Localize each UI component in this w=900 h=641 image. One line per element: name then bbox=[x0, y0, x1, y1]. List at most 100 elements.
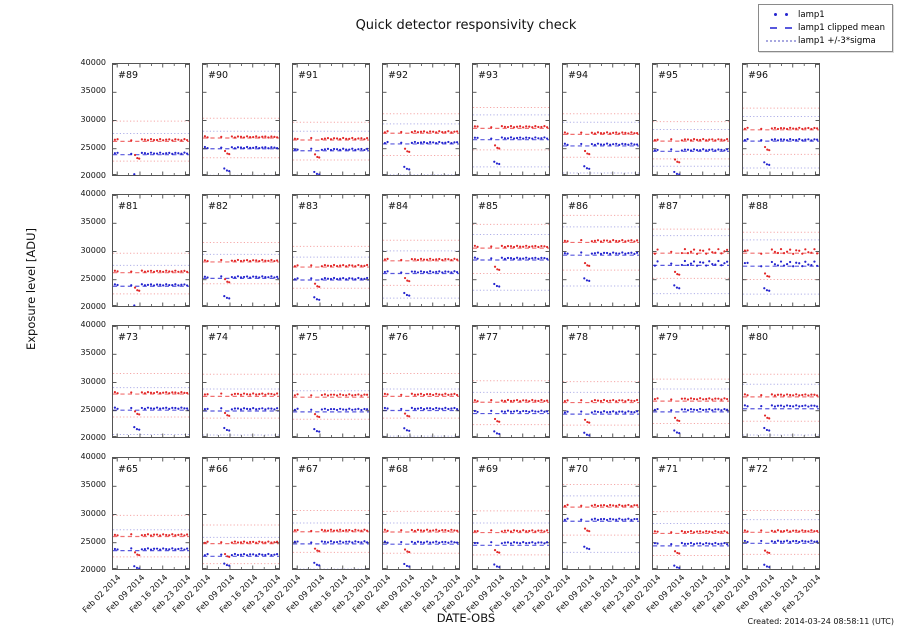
y-tick-label: 30000 bbox=[80, 376, 106, 386]
created-timestamp: Created: 2014-03-24 08:58:11 (UTC) bbox=[747, 617, 894, 626]
y-tick-label: 25000 bbox=[80, 273, 106, 283]
subplot-label: #92 bbox=[388, 70, 408, 81]
subplot-87: #87 bbox=[652, 194, 730, 307]
legend-box: lamp1 lamp1 clipped mean lamp1 +/-3*sigm… bbox=[758, 4, 893, 52]
subplot-canvas: #69 bbox=[473, 458, 549, 569]
subplot-canvas: #78 bbox=[563, 326, 639, 437]
subplot-label: #89 bbox=[118, 70, 138, 81]
subplot-label: #79 bbox=[658, 332, 678, 343]
subplot-label: #85 bbox=[478, 201, 498, 212]
legend-label: lamp1 bbox=[798, 9, 825, 20]
subplot-90: #90 bbox=[202, 63, 280, 176]
subplot-canvas: #73 bbox=[113, 326, 189, 437]
subplot-canvas: #88 bbox=[743, 195, 819, 306]
dotted-line-marker-icon bbox=[764, 39, 798, 42]
subplot-label: #74 bbox=[208, 332, 228, 343]
subplot-label: #96 bbox=[748, 70, 768, 81]
subplot-label: #76 bbox=[388, 332, 408, 343]
subplot-canvas: #91 bbox=[293, 64, 369, 175]
subplot-canvas: #81 bbox=[113, 195, 189, 306]
subplot-label: #67 bbox=[298, 464, 318, 475]
subplot-canvas: #90 bbox=[203, 64, 279, 175]
subplot-label: #70 bbox=[568, 464, 588, 475]
subplot-65: #65 bbox=[112, 457, 190, 570]
subplot-label: #93 bbox=[478, 70, 498, 81]
subplot-70: #70 bbox=[562, 457, 640, 570]
y-tick-label: 20000 bbox=[80, 171, 106, 180]
subplot-canvas: #82 bbox=[203, 195, 279, 306]
subplot-76: #76 bbox=[382, 325, 460, 438]
subplot-93: #93 bbox=[472, 63, 550, 176]
lamp1-dots-marker-icon bbox=[764, 13, 798, 16]
subplot-72: #72 bbox=[742, 457, 820, 570]
subplot-label: #78 bbox=[568, 332, 588, 343]
subplot-canvas: #83 bbox=[293, 195, 369, 306]
subplot-81: #81 bbox=[112, 194, 190, 307]
y-tick-label: 20000 bbox=[80, 302, 106, 311]
subplot-86: #86 bbox=[562, 194, 640, 307]
subplot-label: #69 bbox=[478, 464, 498, 475]
subplot-92: #92 bbox=[382, 63, 460, 176]
y-tick-label: 40000 bbox=[80, 189, 106, 198]
subplot-canvas: #66 bbox=[203, 458, 279, 569]
subplot-label: #71 bbox=[658, 464, 678, 475]
subplot-95: #95 bbox=[652, 63, 730, 176]
legend-entry-lamp1: lamp1 bbox=[764, 8, 885, 21]
subplot-label: #73 bbox=[118, 332, 138, 343]
subplot-label: #72 bbox=[748, 464, 768, 475]
y-tick-label: 35000 bbox=[80, 348, 106, 358]
subplot-77: #77 bbox=[472, 325, 550, 438]
chart-title: Quick detector responsivity check bbox=[355, 18, 577, 33]
subplot-canvas: #93 bbox=[473, 64, 549, 175]
subplot-label: #80 bbox=[748, 332, 768, 343]
y-tick-label: 30000 bbox=[80, 114, 106, 124]
subplot-label: #65 bbox=[118, 464, 138, 475]
subplot-label: #87 bbox=[658, 201, 678, 212]
subplot-label: #81 bbox=[118, 201, 138, 212]
subplot-label: #95 bbox=[658, 70, 678, 81]
y-tick-label: 40000 bbox=[80, 58, 106, 67]
subplot-canvas: #85 bbox=[473, 195, 549, 306]
subplot-88: #88 bbox=[742, 194, 820, 307]
subplot-label: #77 bbox=[478, 332, 498, 343]
subplot-82: #82 bbox=[202, 194, 280, 307]
subplot-83: #83 bbox=[292, 194, 370, 307]
subplot-84: #84 bbox=[382, 194, 460, 307]
subplot-canvas: #92 bbox=[383, 64, 459, 175]
subplot-67: #67 bbox=[292, 457, 370, 570]
subplot-label: #90 bbox=[208, 70, 228, 81]
legend-entry-sigma: lamp1 +/-3*sigma bbox=[764, 34, 885, 47]
subplot-canvas: #72 bbox=[743, 458, 819, 569]
subplot-canvas: #80 bbox=[743, 326, 819, 437]
subplot-canvas: #65 bbox=[113, 458, 189, 569]
legend-label: lamp1 +/-3*sigma bbox=[798, 35, 876, 46]
subplot-canvas: #95 bbox=[653, 64, 729, 175]
subplot-label: #82 bbox=[208, 201, 228, 212]
y-tick-label: 40000 bbox=[80, 452, 106, 461]
subplot-75: #75 bbox=[292, 325, 370, 438]
subplot-94: #94 bbox=[562, 63, 640, 176]
subplot-label: #84 bbox=[388, 201, 408, 212]
y-axis-label: Exposure level [ADU] bbox=[24, 228, 38, 351]
subplot-canvas: #68 bbox=[383, 458, 459, 569]
subplot-canvas: #67 bbox=[293, 458, 369, 569]
subplot-74: #74 bbox=[202, 325, 280, 438]
subplot-canvas: #89 bbox=[113, 64, 189, 175]
y-tick-label: 40000 bbox=[80, 320, 106, 329]
y-tick-label: 35000 bbox=[80, 86, 106, 96]
subplot-canvas: #77 bbox=[473, 326, 549, 437]
y-tick-label: 25000 bbox=[80, 142, 106, 152]
subplot-68: #68 bbox=[382, 457, 460, 570]
subplot-91: #91 bbox=[292, 63, 370, 176]
legend-entry-clipped-mean: lamp1 clipped mean bbox=[764, 21, 885, 34]
legend-label: lamp1 clipped mean bbox=[798, 22, 885, 33]
subplot-canvas: #87 bbox=[653, 195, 729, 306]
subplot-canvas: #74 bbox=[203, 326, 279, 437]
dashed-line-marker-icon bbox=[764, 26, 798, 29]
subplot-66: #66 bbox=[202, 457, 280, 570]
x-axis-label: DATE-OBS bbox=[436, 611, 496, 625]
subplot-label: #88 bbox=[748, 201, 768, 212]
subplot-canvas: #75 bbox=[293, 326, 369, 437]
y-tick-label: 35000 bbox=[80, 480, 106, 490]
